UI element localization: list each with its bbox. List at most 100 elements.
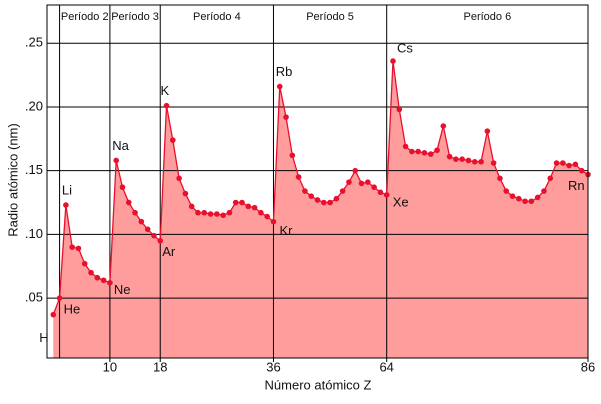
element-label: Rn — [568, 178, 585, 193]
point — [56, 295, 63, 301]
point — [88, 269, 94, 276]
point — [339, 188, 346, 194]
point — [220, 212, 226, 219]
point — [465, 157, 472, 164]
point — [289, 152, 296, 159]
element-label: Rb — [276, 64, 293, 79]
point — [201, 209, 208, 216]
point — [471, 158, 478, 165]
point — [276, 83, 283, 90]
element-label: H — [39, 330, 48, 345]
point — [63, 202, 69, 208]
point — [264, 213, 270, 220]
point — [69, 244, 75, 250]
point — [516, 195, 522, 202]
point — [94, 274, 101, 281]
point — [226, 209, 233, 216]
point — [327, 199, 333, 206]
period-label: Período 6 — [463, 11, 511, 23]
point — [157, 237, 164, 244]
point — [390, 58, 396, 64]
point — [553, 160, 560, 166]
point — [163, 102, 170, 109]
point — [188, 203, 195, 210]
period-label: Período 4 — [193, 11, 241, 23]
element-label: Ne — [114, 282, 131, 297]
point — [534, 194, 541, 201]
point — [81, 260, 88, 267]
point — [308, 193, 315, 199]
point — [195, 209, 201, 216]
point — [427, 151, 434, 157]
point — [50, 311, 57, 318]
x-tick-label: 64 — [379, 359, 393, 374]
y-tick-label: .10 — [25, 226, 43, 241]
y-tick-label: .25 — [25, 35, 43, 50]
point — [207, 211, 214, 217]
element-label: He — [64, 302, 81, 317]
period-label: Período 5 — [306, 11, 354, 23]
point — [144, 226, 151, 233]
point — [490, 160, 497, 166]
point — [365, 179, 371, 185]
point — [214, 211, 220, 217]
point — [509, 193, 516, 199]
element-label: Ar — [162, 244, 176, 259]
point — [409, 148, 415, 155]
point — [484, 128, 491, 134]
point — [232, 199, 239, 206]
point — [560, 160, 566, 166]
x-tick-label: 10 — [103, 359, 117, 374]
point — [113, 157, 119, 164]
point — [352, 167, 359, 174]
point — [170, 137, 176, 143]
point — [421, 150, 428, 156]
point — [528, 198, 535, 205]
element-label: K — [161, 83, 170, 98]
point — [151, 232, 157, 239]
point — [314, 197, 321, 203]
plot-frame — [46, 4, 589, 359]
point — [377, 189, 384, 196]
point — [522, 198, 528, 205]
point — [270, 218, 277, 225]
point — [176, 175, 182, 182]
point — [251, 204, 258, 211]
point — [295, 174, 302, 180]
point — [572, 161, 579, 168]
period-label: Período 3 — [111, 11, 159, 23]
element-label: Xe — [393, 194, 409, 209]
point — [396, 106, 403, 113]
point — [100, 277, 107, 284]
point — [434, 147, 440, 154]
point — [107, 280, 113, 286]
point — [245, 203, 252, 210]
point — [358, 180, 365, 187]
point — [333, 195, 340, 202]
point — [478, 158, 484, 165]
point — [402, 143, 409, 150]
point — [119, 184, 126, 191]
point — [440, 123, 447, 129]
area — [53, 61, 588, 358]
point — [497, 175, 503, 182]
point — [302, 188, 308, 194]
period-label: Período 2 — [61, 11, 109, 23]
point — [239, 199, 245, 206]
x-tick-label: 36 — [266, 359, 280, 374]
point — [453, 156, 459, 162]
point — [415, 148, 421, 155]
point — [446, 153, 453, 160]
point — [138, 218, 145, 225]
y-tick-label: .20 — [25, 98, 43, 113]
element-label: Na — [112, 138, 129, 153]
point — [459, 156, 465, 162]
point — [346, 179, 352, 185]
y-tick-label: .05 — [25, 290, 43, 305]
y-axis-title: Radio atómico (nm) — [5, 123, 20, 236]
y-tick-label: .15 — [25, 162, 43, 177]
point — [541, 188, 547, 194]
x-tick-label: 18 — [153, 359, 167, 374]
point — [371, 184, 377, 191]
